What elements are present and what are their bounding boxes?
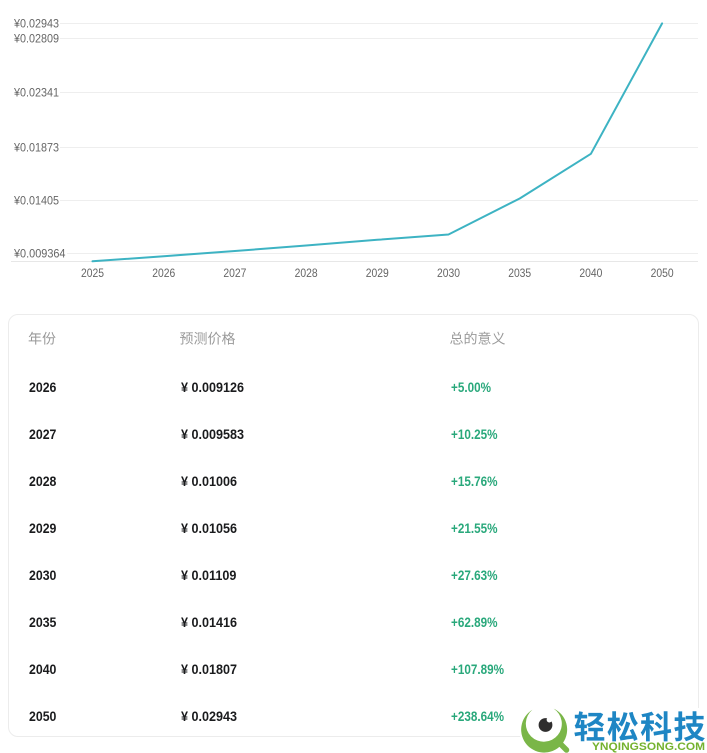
svg-text:2050: 2050	[651, 266, 674, 280]
svg-text:2026: 2026	[152, 266, 175, 280]
svg-text:¥0.02341: ¥0.02341	[13, 86, 59, 100]
svg-text:2029: 2029	[366, 266, 389, 280]
svg-text:2030: 2030	[437, 266, 460, 280]
svg-text:¥0.02943: ¥0.02943	[13, 17, 59, 31]
svg-text:2025: 2025	[81, 266, 104, 280]
svg-text:2028: 2028	[295, 266, 318, 280]
svg-text:2035: 2035	[508, 266, 531, 280]
svg-text:2027: 2027	[223, 266, 246, 280]
svg-text:¥0.009364: ¥0.009364	[13, 247, 66, 261]
svg-text:YNQINGSONG.COM: YNQINGSONG.COM	[592, 741, 705, 753]
svg-text:2040: 2040	[579, 266, 602, 280]
svg-text:¥0.01405: ¥0.01405	[13, 194, 59, 208]
svg-text:¥0.02809: ¥0.02809	[13, 32, 59, 46]
svg-text:¥0.01873: ¥0.01873	[13, 141, 59, 155]
